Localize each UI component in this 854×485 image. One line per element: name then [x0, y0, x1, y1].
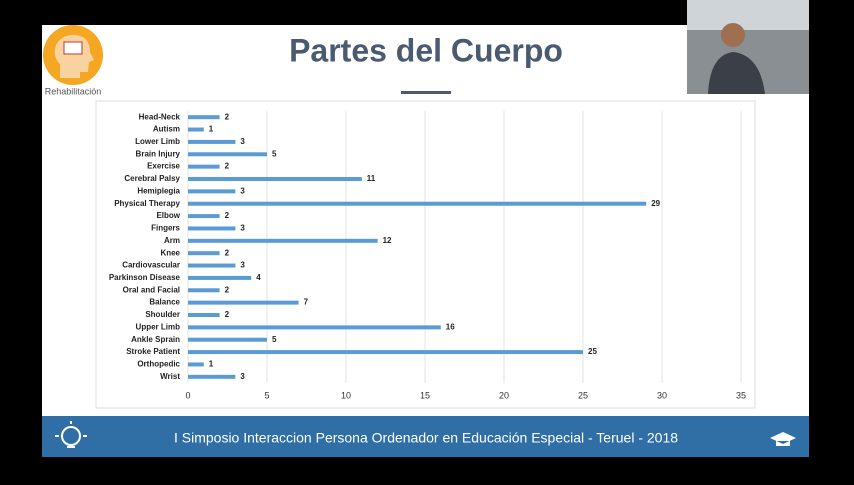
x-tick-label: 25	[578, 390, 588, 400]
data-label: 2	[225, 285, 230, 294]
data-label: 2	[225, 248, 230, 257]
y-tick-label: Lower Limb	[135, 137, 180, 146]
y-tick-label: Hemiplegia	[137, 186, 180, 195]
data-label: 5	[272, 149, 277, 158]
footer-text: I Simposio Interaccion Persona Ordenador…	[174, 430, 678, 446]
y-tick-label: Stroke Patient	[126, 347, 180, 356]
data-label: 2	[225, 162, 230, 171]
y-tick-label: Oral and Facial	[123, 285, 180, 294]
y-tick-label: Brain Injury	[136, 149, 181, 158]
data-label: 25	[588, 347, 597, 356]
bar	[188, 226, 236, 231]
y-tick-label: Cerebral Palsy	[124, 174, 180, 183]
data-label: 2	[225, 211, 230, 220]
data-label: 7	[304, 298, 309, 307]
data-label: 3	[240, 224, 245, 233]
logo-caption: Rehabilitación	[45, 86, 102, 96]
data-label: 11	[367, 174, 376, 183]
bar	[188, 288, 220, 293]
footer-icon	[55, 421, 87, 448]
logo-book	[63, 41, 83, 55]
data-label: 29	[651, 199, 660, 208]
data-label: 5	[272, 335, 277, 344]
slide-title: Partes del Cuerpo	[289, 32, 563, 68]
footer-band	[42, 416, 809, 457]
bar	[188, 275, 252, 280]
x-tick-label: 35	[736, 390, 746, 400]
x-tick-label: 20	[499, 390, 509, 400]
y-tick-label: Knee	[160, 248, 180, 257]
y-tick-label: Balance	[149, 298, 180, 307]
y-tick-label: Cardiovascular	[122, 261, 180, 270]
x-tick-label: 15	[420, 390, 430, 400]
y-tick-label: Orthopedic	[137, 360, 180, 369]
y-tick-label: Parkinson Disease	[109, 273, 181, 282]
data-label: 3	[240, 186, 245, 195]
bar	[188, 313, 220, 317]
bar	[188, 127, 204, 132]
x-tick-label: 30	[657, 390, 667, 400]
bar	[188, 164, 220, 169]
webcam-wall	[687, 0, 809, 30]
data-label: 2	[225, 310, 230, 319]
y-tick-label: Shoulder	[145, 310, 180, 319]
footer-cap	[770, 432, 796, 446]
y-tick-label: Elbow	[156, 211, 180, 220]
bar	[188, 238, 378, 243]
title-underline	[401, 91, 451, 94]
data-label: 1	[209, 360, 214, 369]
x-tick-label: 10	[341, 390, 351, 400]
bar	[188, 189, 236, 194]
bar	[188, 362, 204, 367]
bar	[188, 115, 220, 120]
data-label: 2	[225, 112, 230, 121]
bar	[188, 325, 441, 330]
data-label: 3	[240, 372, 245, 381]
x-tick-label: 0	[185, 390, 190, 400]
data-label: 1	[209, 125, 214, 134]
data-label: 3	[240, 261, 245, 270]
y-tick-label: Exercise	[147, 162, 180, 171]
bar	[188, 374, 236, 379]
y-tick-label: Autism	[153, 125, 180, 134]
bar	[188, 214, 220, 219]
bar	[188, 300, 299, 305]
y-tick-label: Ankle Sprain	[131, 335, 180, 344]
data-label: 12	[383, 236, 392, 245]
y-tick-label: Fingers	[151, 224, 180, 233]
bar	[188, 337, 267, 342]
bar	[188, 201, 647, 206]
y-tick-label: Wrist	[160, 372, 180, 381]
data-label: 3	[240, 137, 245, 146]
y-tick-label: Physical Therapy	[114, 199, 180, 208]
y-tick-label: Upper Limb	[136, 322, 181, 331]
data-label: 16	[446, 322, 455, 331]
bar	[188, 177, 362, 181]
webcam-face	[721, 23, 745, 47]
data-label: 4	[256, 273, 261, 282]
x-tick-label: 5	[264, 390, 269, 400]
y-tick-label: Head-Neck	[139, 112, 181, 121]
bar	[188, 251, 220, 256]
bar	[188, 139, 236, 144]
bar	[188, 152, 267, 157]
y-tick-label: Arm	[164, 236, 180, 245]
bar	[188, 350, 583, 355]
webcam-body	[708, 52, 765, 94]
bar	[188, 263, 236, 268]
